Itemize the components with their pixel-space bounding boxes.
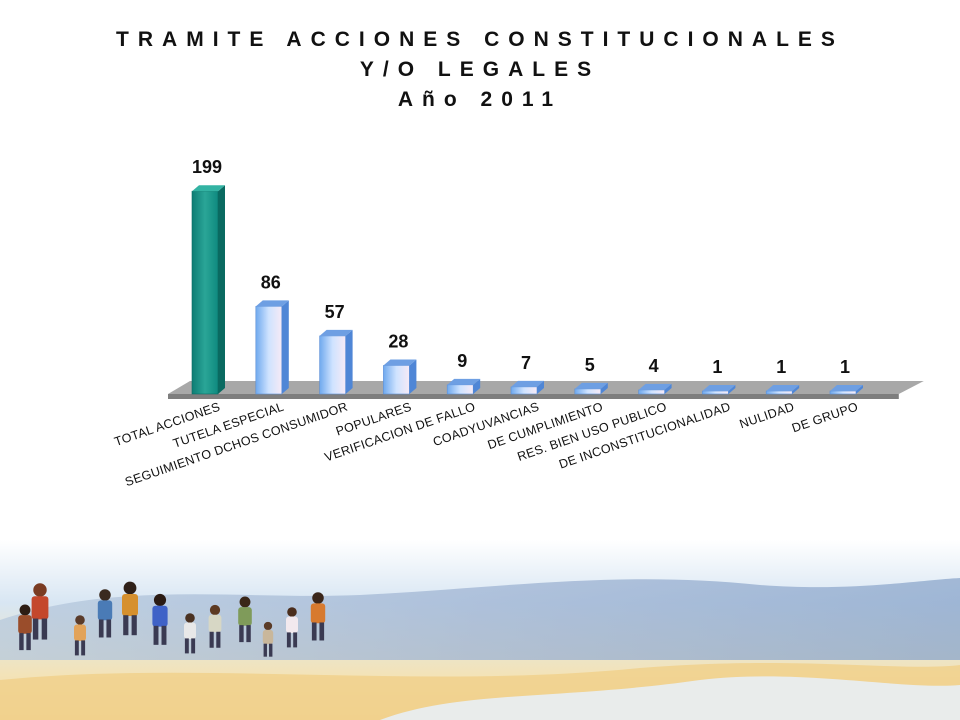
chart-title-line-1: TRAMITE ACCIONES CONSTITUCIONALES xyxy=(116,28,844,51)
bar-6 xyxy=(510,380,544,395)
crowd-figure xyxy=(238,596,252,643)
crowd-figure xyxy=(18,604,32,651)
bar-top xyxy=(766,385,800,391)
bar-front xyxy=(638,389,665,395)
bar-front xyxy=(765,390,793,395)
data-label-4: 28 xyxy=(388,331,408,351)
data-label-3: 57 xyxy=(325,302,345,322)
bar-10 xyxy=(765,385,800,395)
bar-side xyxy=(600,382,608,394)
bar-front xyxy=(319,335,346,395)
crowd-figure xyxy=(262,621,274,657)
data-label-10: 1 xyxy=(776,357,786,377)
bar-top xyxy=(255,300,289,307)
bar-side xyxy=(218,185,225,394)
category-label-3: SEGUIMIENTO DCHOS CONSUMIDOR xyxy=(123,400,349,490)
data-label-9: 1 xyxy=(712,357,722,377)
bar-5 xyxy=(446,378,481,395)
crowd-figure xyxy=(74,615,86,656)
bar-9 xyxy=(702,385,736,395)
bar-2 xyxy=(255,300,289,395)
bar-side xyxy=(345,329,353,394)
category-label-10: NULIDAD xyxy=(738,400,796,432)
data-label-11: 1 xyxy=(840,357,850,377)
bar-7 xyxy=(574,382,608,395)
crowd-figure xyxy=(208,604,222,648)
bar-front xyxy=(702,390,729,395)
bar-top xyxy=(574,382,608,389)
chart-title-line-2: Y/O LEGALES xyxy=(359,58,601,81)
bar-top xyxy=(511,380,544,387)
bar-side xyxy=(664,383,672,394)
bar-front xyxy=(574,388,602,395)
bar-front xyxy=(446,384,474,395)
crowd-figure xyxy=(310,592,326,641)
bar-top xyxy=(830,385,863,391)
crowd-figure xyxy=(152,593,168,645)
bar-side xyxy=(409,359,417,394)
bar-11 xyxy=(829,385,863,395)
data-label-7: 5 xyxy=(585,355,595,375)
crowd-figure xyxy=(184,613,196,654)
bar-side xyxy=(856,385,863,394)
bar-side xyxy=(537,380,544,394)
data-label-8: 4 xyxy=(649,356,659,376)
category-label-11: DE GRUPO xyxy=(790,400,860,436)
bar-top xyxy=(383,359,417,366)
data-label-6: 7 xyxy=(521,353,531,373)
bar-front xyxy=(383,365,410,395)
bar-8 xyxy=(638,383,672,395)
bar-3 xyxy=(319,329,353,395)
bar-top xyxy=(192,185,225,192)
data-label-2: 86 xyxy=(261,272,281,292)
data-label-5: 9 xyxy=(457,351,467,371)
bar-top xyxy=(702,385,736,391)
bar-top xyxy=(638,383,672,390)
crowd-figure xyxy=(286,607,298,648)
bar-front xyxy=(255,306,283,395)
category-label-1: TOTAL ACCIONES xyxy=(113,400,222,449)
bar-front xyxy=(829,390,857,395)
footer-illustration xyxy=(0,540,960,720)
bar-top xyxy=(319,329,353,336)
crowd-figure xyxy=(31,583,49,640)
chart-floor xyxy=(168,381,924,394)
bar-front xyxy=(191,190,219,395)
crowd-figure xyxy=(122,581,138,636)
chart-title-line-3: Año 2011 xyxy=(397,88,563,111)
bar-side xyxy=(728,385,736,394)
data-label-1: 199 xyxy=(192,157,222,177)
bar-4 xyxy=(383,359,417,395)
bar-1 xyxy=(191,185,225,395)
bar-front xyxy=(510,386,538,395)
bar-side xyxy=(473,378,481,394)
crowd-figure xyxy=(97,589,113,638)
bar-top xyxy=(447,378,481,385)
bar-side xyxy=(281,300,289,394)
chart-floor-edge xyxy=(168,394,899,399)
bar-side xyxy=(792,385,800,394)
